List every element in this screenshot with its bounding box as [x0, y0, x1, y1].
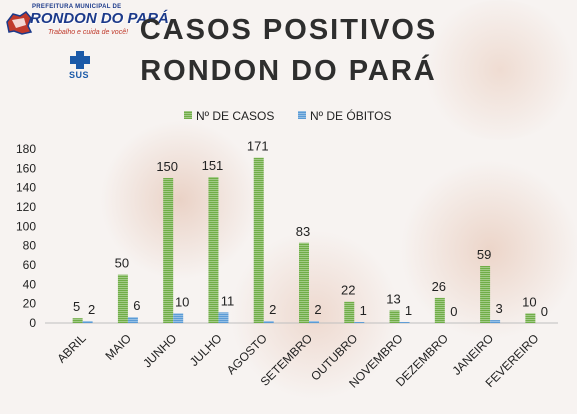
- sus-logo: SUS: [65, 50, 95, 82]
- prefeitura-logo: PREFEITURA MUNICIPAL DE RONDON DO PARÁ T…: [4, 4, 169, 44]
- data-label-obitos: 11: [221, 293, 235, 308]
- y-tick-label: 20: [23, 297, 37, 311]
- data-label-obitos: 2: [88, 302, 95, 317]
- y-tick-label: 40: [23, 277, 37, 291]
- data-label-obitos: 10: [175, 294, 189, 309]
- x-tick-label: JANEIRO: [450, 331, 497, 378]
- x-tick-label: MAIO: [102, 331, 134, 363]
- data-label-casos: 150: [156, 159, 178, 174]
- data-label-obitos: 2: [269, 302, 276, 317]
- data-label-casos: 26: [432, 279, 446, 294]
- logo-top-text: PREFEITURA MUNICIPAL DE: [32, 4, 122, 10]
- bar-obitos: [399, 322, 410, 323]
- bar-obitos: [263, 321, 274, 323]
- data-label-casos: 83: [296, 224, 310, 239]
- bar-obitos: [218, 312, 229, 323]
- bar-obitos: [354, 322, 365, 323]
- data-label-obitos: 1: [405, 303, 412, 318]
- sus-text: SUS: [69, 70, 90, 80]
- cross-icon: [70, 51, 90, 69]
- bar-casos: [480, 265, 491, 323]
- data-label-casos: 171: [247, 139, 269, 154]
- bar-obitos: [490, 320, 501, 323]
- y-tick-label: 140: [16, 181, 36, 195]
- bar-casos: [344, 301, 355, 323]
- data-label-obitos: 2: [314, 302, 321, 317]
- bar-casos: [253, 157, 264, 323]
- bar-casos: [525, 313, 536, 323]
- data-label-casos: 22: [341, 283, 355, 298]
- data-label-casos: 59: [477, 247, 491, 262]
- legend-label-obitos: Nº DE ÓBITOS: [310, 108, 392, 123]
- y-tick-label: 0: [29, 316, 36, 330]
- bar-obitos: [82, 321, 93, 323]
- data-label-casos: 10: [522, 294, 536, 309]
- y-tick-label: 60: [23, 258, 37, 272]
- legend-swatch-obitos: [298, 111, 306, 119]
- map-icon: [6, 11, 33, 35]
- data-label-casos: 151: [202, 158, 224, 173]
- bar-casos: [208, 177, 219, 323]
- bar-obitos: [309, 321, 319, 323]
- data-label-casos: 13: [386, 291, 400, 306]
- bar-casos: [299, 242, 309, 323]
- data-label-obitos: 1: [360, 303, 367, 318]
- x-tick-label: ABRIL: [54, 331, 89, 366]
- y-tick-label: 100: [16, 219, 36, 233]
- data-label-casos: 5: [73, 299, 80, 314]
- legend-swatch-casos: [184, 111, 192, 119]
- bar-casos: [389, 310, 400, 323]
- page-title-line-1: CASOS POSITIVOS: [139, 14, 438, 46]
- bar-obitos: [127, 317, 138, 323]
- page-title-line-2: RONDON DO PARÁ: [140, 55, 437, 87]
- data-label-obitos: 0: [541, 304, 548, 319]
- data-label-obitos: 0: [450, 304, 457, 319]
- x-tick-label: JUNHO: [140, 331, 179, 370]
- data-label-obitos: 3: [495, 301, 502, 316]
- bar-casos: [72, 318, 83, 323]
- y-tick-label: 160: [16, 161, 36, 175]
- x-tick-label: JULHO: [187, 331, 225, 369]
- bar-casos: [434, 297, 445, 323]
- data-label-obitos: 6: [133, 298, 140, 313]
- bar-casos: [117, 274, 128, 323]
- bar-casos: [163, 178, 174, 323]
- legend-label-casos: Nº DE CASOS: [196, 109, 274, 123]
- data-label-casos: 50: [115, 256, 129, 271]
- x-tick-label: AGOSTO: [224, 331, 270, 377]
- y-tick-label: 120: [16, 200, 36, 214]
- y-tick-label: 80: [23, 239, 37, 253]
- logo-name: RONDON DO PARÁ: [30, 10, 169, 27]
- bar-obitos: [173, 313, 184, 323]
- y-tick-label: 180: [16, 142, 36, 156]
- logo-slogan: Trabalho e cuida de você!: [48, 29, 129, 36]
